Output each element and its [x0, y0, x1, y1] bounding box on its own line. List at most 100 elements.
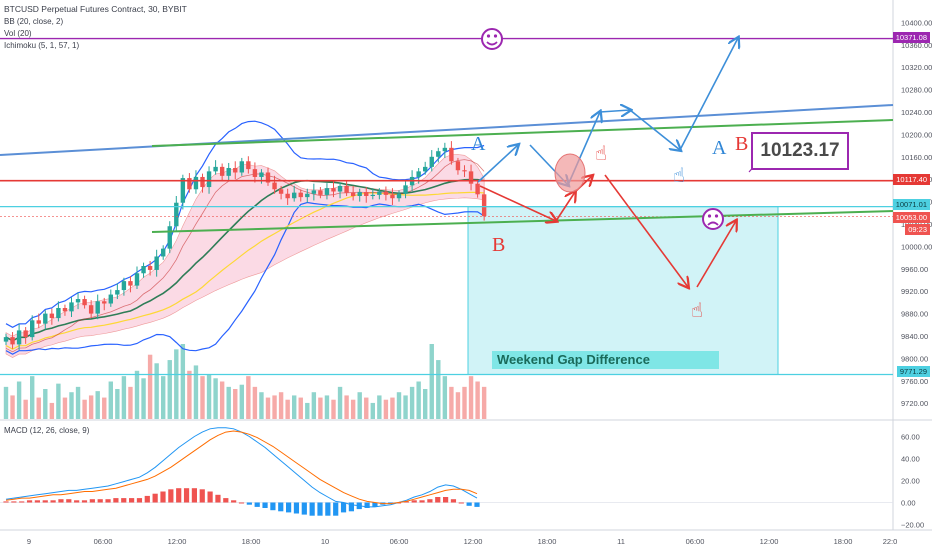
blue-path-arrow	[679, 38, 738, 151]
candle-body	[436, 151, 441, 157]
label-a-second: A	[712, 137, 727, 159]
time-tick-label: 11	[617, 537, 625, 546]
pointing-hand-blue-icon: ☝	[673, 163, 685, 187]
macd-histogram-bar	[105, 499, 111, 503]
candle-body	[449, 147, 454, 162]
macd-histogram-bar	[19, 501, 25, 503]
candle-body	[285, 193, 290, 199]
macd-histogram-bar	[325, 502, 331, 516]
macd-histogram-bar	[207, 491, 213, 503]
macd-histogram-bar	[403, 501, 409, 503]
candle-body	[318, 190, 323, 195]
time-tick-label: 9	[27, 537, 31, 546]
label-b-first: B	[492, 234, 506, 256]
volume-bar	[49, 402, 55, 419]
macd-histogram-bar	[97, 499, 103, 503]
volume-bar	[423, 389, 428, 419]
legend-macd[interactable]: MACD (12, 26, close, 9)	[4, 426, 90, 435]
price-tick-label: 10400.00	[901, 18, 932, 27]
legend-bb[interactable]: BB (20, close, 2)	[4, 17, 64, 26]
macd-tick-label: 60.00	[901, 433, 920, 442]
volume-bar	[147, 354, 153, 419]
volume-bar	[331, 399, 336, 419]
candle-body	[75, 299, 81, 303]
macd-histogram-bar	[364, 502, 370, 508]
blue-path-arrow	[599, 110, 630, 112]
macd-histogram-bar	[168, 489, 174, 503]
volume-bar	[252, 386, 258, 419]
macd-histogram-bar	[113, 498, 119, 503]
volume-bar	[82, 399, 87, 419]
green-lower-trend-line	[151, 210, 894, 233]
volume-bar	[278, 392, 284, 419]
candle-body	[102, 301, 107, 304]
price-tick-label: 9720.00	[901, 399, 928, 408]
red-path-arrow	[604, 174, 688, 287]
volume-bar	[409, 386, 415, 419]
volume-bar	[10, 395, 15, 419]
volume-bar	[239, 384, 244, 419]
macd-histogram-bar	[176, 488, 182, 503]
volume-bar	[108, 381, 113, 419]
candle-body	[219, 166, 225, 176]
legend-ichimoku[interactable]: Ichimoku (5, 1, 57, 1)	[4, 41, 80, 50]
time-tick-label: 06:00	[94, 537, 113, 546]
volume-bar	[62, 397, 68, 419]
volume-bar	[226, 386, 231, 419]
blue-path-arrow	[477, 145, 518, 183]
volume-bar	[383, 399, 389, 419]
candle-body	[200, 176, 205, 188]
macd-histogram-bar	[42, 500, 48, 503]
candle-body	[187, 178, 192, 190]
volume-bar	[75, 386, 81, 419]
macd-histogram-bar	[301, 502, 307, 515]
macd-histogram-bar	[293, 502, 300, 514]
time-tick-label: 06:00	[390, 537, 409, 546]
volume-bar	[30, 376, 35, 419]
pointing-hand-red-icon: ☝	[691, 298, 703, 322]
macd-histogram-bar	[129, 498, 135, 503]
candle-body	[292, 192, 297, 199]
volume-bar	[121, 376, 127, 419]
volume-bar	[206, 374, 212, 419]
macd-histogram-bar	[348, 502, 354, 512]
time-tick-label: 12:00	[464, 537, 483, 546]
bb-upper-line	[5, 120, 485, 328]
macd-histogram-bar	[333, 502, 339, 516]
candle-body	[180, 178, 186, 203]
volume-bar	[481, 386, 487, 419]
candle-body	[134, 273, 140, 286]
candle-body	[298, 192, 303, 198]
candle-body	[462, 170, 467, 172]
time-tick-label: 22:0	[883, 537, 898, 546]
macd-histogram-bar	[286, 502, 292, 513]
volume-bar	[193, 365, 199, 419]
candle-body	[62, 308, 68, 312]
macd-histogram-bar	[121, 498, 127, 503]
candle-body	[95, 301, 100, 314]
macd-histogram-bar	[152, 493, 158, 503]
weekend-gap-label: Weekend Gap Difference	[492, 351, 719, 369]
volume-bar	[167, 360, 172, 419]
macd-tick-label: −20.00	[901, 521, 924, 530]
macd-histogram-bar	[427, 499, 433, 503]
macd-tick-label: 0.00	[901, 499, 916, 508]
volume-bar	[292, 395, 297, 419]
candle-body	[311, 190, 317, 194]
chart-title: BTCUSD Perpetual Futures Contract, 30, B…	[4, 4, 187, 14]
macd-histogram-bar	[160, 491, 166, 503]
legend-vol[interactable]: Vol (20)	[4, 29, 32, 38]
volume-bar	[370, 402, 375, 419]
candle-body	[161, 248, 166, 257]
happy-face-icon	[481, 28, 503, 50]
candle-body	[239, 161, 244, 173]
candle-body	[147, 266, 153, 270]
candle-body	[16, 330, 22, 345]
volume-bar	[449, 386, 454, 419]
blue-trend-line	[0, 104, 894, 156]
candle-body	[278, 189, 284, 194]
volume-bar	[350, 399, 356, 419]
candle-body	[429, 156, 434, 167]
volume-bar	[337, 386, 343, 419]
